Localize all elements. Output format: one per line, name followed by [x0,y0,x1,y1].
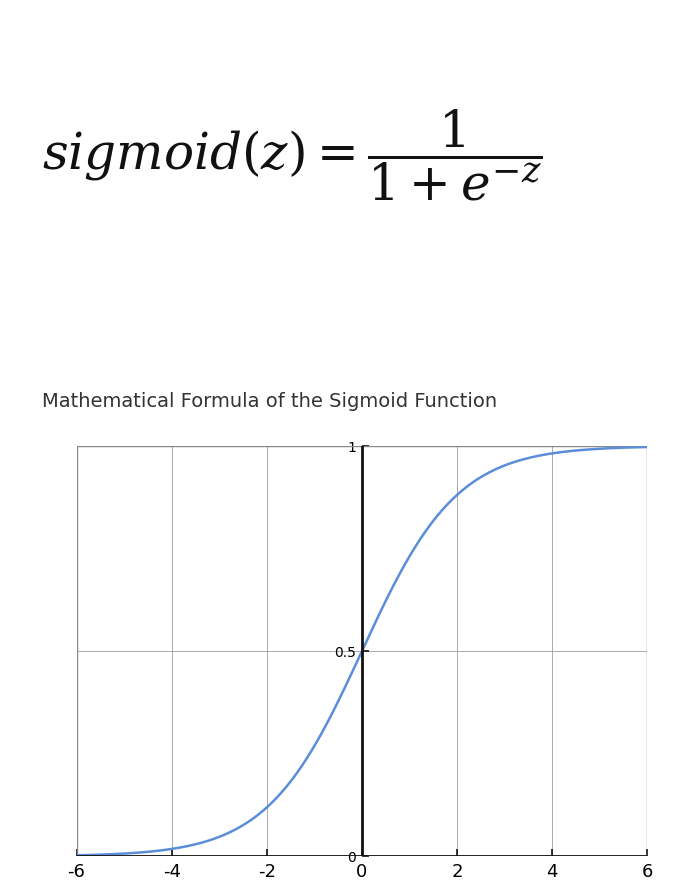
Text: Mathematical Formula of the Sigmoid Function: Mathematical Formula of the Sigmoid Func… [42,392,497,411]
Text: $\boldsymbol{\mathit{sigmoid(z)}} = \dfrac{1}{1+e^{-z}}$: $\boldsymbol{\mathit{sigmoid(z)}} = \dfr… [42,107,543,202]
